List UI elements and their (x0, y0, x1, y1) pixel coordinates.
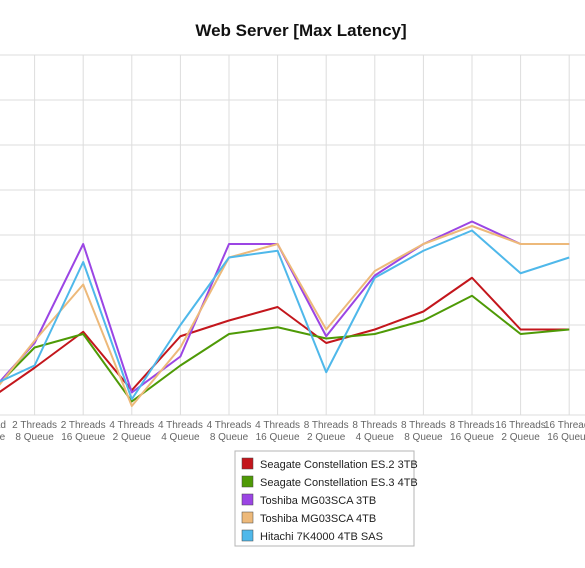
x-tick-label: 2 Threads 8 Queue (12, 420, 57, 443)
x-tick-label: 4 Threads 2 Queue (109, 420, 154, 443)
x-tick-label: 16 Threads 2 Queue (495, 420, 545, 443)
series-line (0, 294, 570, 403)
series-line (0, 229, 570, 401)
legend-swatch (241, 529, 254, 542)
series-line (0, 220, 570, 394)
x-tick-label: 8 Threads 2 Queue (304, 420, 349, 443)
legend-swatch (241, 493, 254, 506)
x-tick-label: 8 Threads 4 Queue (352, 420, 397, 443)
series-line (0, 225, 570, 407)
x-tick-label: 4 Threads 4 Queue (158, 420, 203, 443)
legend: Seagate Constellation ES.2 3TB Seagate Co… (234, 450, 418, 547)
series-line (0, 276, 570, 393)
x-tick-label: 8 Threads 16 Queue (450, 420, 495, 443)
x-tick-label: 4 Threads 8 Queue (207, 420, 252, 443)
legend-label: Toshiba MG03SCA 3TB (260, 495, 376, 507)
legend-swatch (241, 475, 254, 488)
legend-label: Seagate Constellation ES.3 4TB (260, 477, 418, 489)
legend-label: Seagate Constellation ES.2 3TB (260, 459, 418, 471)
legend-box (234, 450, 415, 547)
legend-swatch (241, 457, 254, 470)
chart-grid (0, 54, 585, 416)
chart-title: Web Server [Max Latency] (195, 21, 406, 40)
legend-label: Toshiba MG03SCA 4TB (260, 513, 376, 525)
x-tick-label: 1 Thread1 Queue (0, 420, 6, 443)
legend-label: Hitachi 7K4000 4TB SAS (260, 531, 383, 543)
x-tick-label: 2 Threads 16 Queue (61, 420, 106, 443)
legend-swatch (241, 511, 254, 524)
x-tick-label: 8 Threads 8 Queue (401, 420, 446, 443)
plot-lines (0, 220, 570, 407)
x-tick-label: 4 Threads 16 Queue (255, 420, 300, 443)
